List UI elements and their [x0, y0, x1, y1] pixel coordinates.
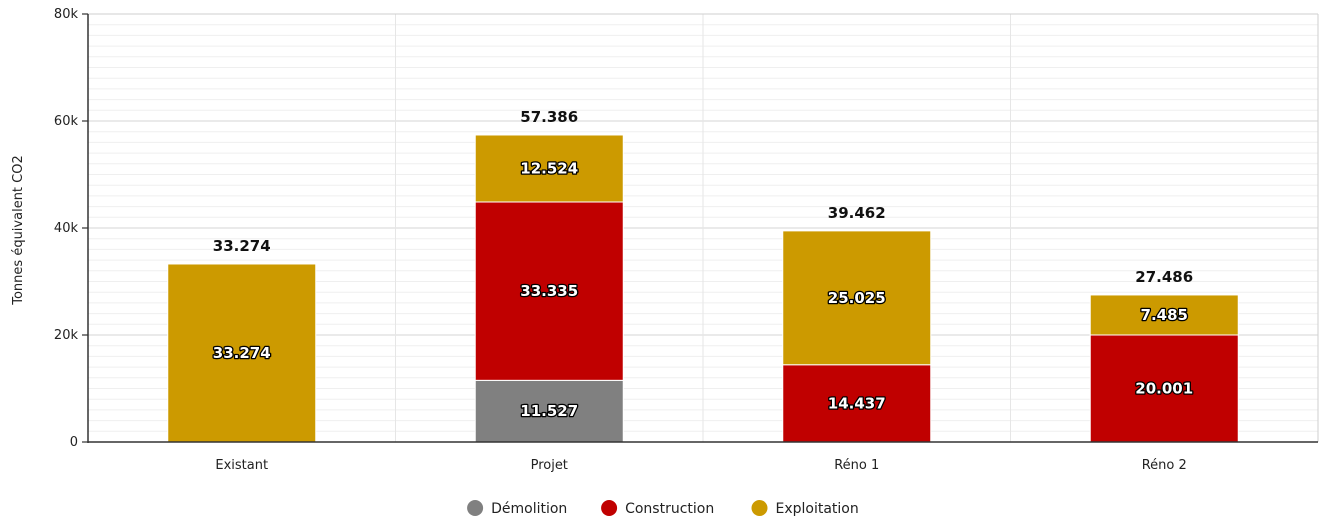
y-tick-labels: 0 20k 40k 60k 80k [54, 7, 88, 450]
legend-label: Démolition [491, 501, 567, 517]
bar-segment-démolition[interactable] [474, 379, 624, 443]
bar-segment-exploitation[interactable] [167, 263, 317, 443]
data-label: 7.485 [1141, 306, 1188, 324]
legend-marker [467, 500, 484, 516]
total-label: 33.274 [213, 237, 271, 255]
data-label: 33.274 [213, 344, 271, 362]
x-tick-label: Réno 2 [1142, 458, 1187, 473]
y-tick-label: 80k [54, 7, 79, 22]
data-label: 14.437 [828, 394, 886, 412]
y-tick-label: 20k [54, 328, 79, 343]
legend-item-construction[interactable]: Construction [601, 500, 714, 517]
bar-segment-construction[interactable] [782, 364, 932, 443]
x-tick-label: Réno 1 [834, 458, 879, 473]
x-tick-label: Existant [215, 458, 268, 473]
y-tick-label: 40k [54, 221, 79, 236]
bar-segment-exploitation[interactable] [474, 134, 624, 203]
category-separators [88, 13, 1319, 442]
bar-segment-construction[interactable] [474, 201, 624, 381]
legend-label: Construction [625, 501, 714, 517]
data-label: 33.335 [520, 282, 578, 300]
data-label: 12.524 [520, 159, 578, 177]
legend-item-démolition[interactable]: Démolition [467, 500, 567, 517]
y-axis-label: Tonnes équivalent CO2 [11, 155, 26, 306]
total-label: 57.386 [520, 108, 578, 126]
data-label: 11.527 [520, 402, 578, 420]
legend-item-exploitation[interactable]: Exploitation [751, 500, 859, 517]
bar-segment-construction[interactable] [1089, 334, 1239, 443]
legend-label: Exploitation [776, 501, 859, 517]
total-label: 39.462 [828, 204, 886, 222]
bar-segment-exploitation[interactable] [782, 230, 932, 366]
y-tick-label: 60k [54, 114, 79, 129]
data-label: 25.025 [828, 289, 886, 307]
x-tick-label: Projet [531, 458, 568, 473]
legend-marker [601, 500, 618, 516]
legend[interactable]: Démolition Construction Exploitation [467, 500, 859, 517]
bar-segment-exploitation[interactable] [1089, 294, 1239, 336]
total-label: 27.486 [1135, 268, 1193, 286]
x-tick-labels: Existant Projet Réno 1 Réno 2 [215, 458, 1186, 473]
y-tick-label: 0 [70, 435, 78, 450]
data-label: 20.001 [1135, 379, 1193, 397]
bars: 33.274 11.527 33.335 12.524 14.437 25.025 20.0… [167, 108, 1239, 443]
legend-marker [751, 500, 768, 516]
